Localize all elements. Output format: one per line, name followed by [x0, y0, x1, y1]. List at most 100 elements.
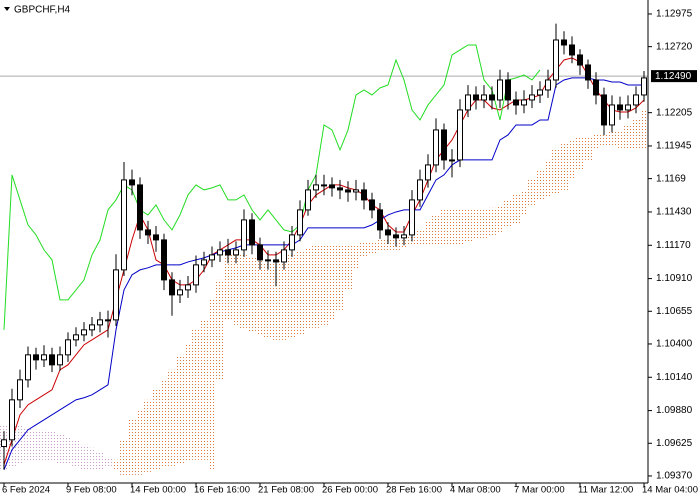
cloud: [104, 457, 112, 468]
candle-body: [481, 94, 487, 101]
cloud: [488, 207, 496, 235]
plot-area: [0, 23, 648, 475]
candle-body: [409, 199, 415, 236]
cloud: [328, 244, 336, 320]
candle-body: [265, 259, 271, 262]
cloud: [240, 254, 248, 330]
cloud: [88, 447, 96, 470]
cloud: [72, 439, 80, 468]
y-tick-label: 1.12720: [656, 41, 693, 52]
cloud: [200, 319, 208, 460]
candle-body: [281, 249, 287, 263]
candle-body: [129, 179, 135, 186]
cloud: [160, 379, 168, 468]
x-tick-label: 6 Feb 2024: [2, 485, 50, 496]
candle-body: [65, 339, 71, 356]
cloud: [136, 409, 144, 475]
candle-body: [377, 209, 383, 231]
candle-body: [449, 159, 455, 162]
cloud: [232, 249, 240, 325]
cloud: [424, 221, 432, 245]
candle-body: [81, 329, 87, 336]
x-tick-label: 4 Mar 08:00: [450, 485, 501, 496]
cloud: [48, 431, 56, 462]
cloud: [128, 419, 136, 475]
cloud: [64, 437, 72, 465]
cloud: [248, 257, 256, 332]
candle-body: [273, 259, 279, 263]
cloud: [384, 239, 392, 250]
cloud: [416, 229, 424, 245]
cloud: [592, 134, 600, 150]
cloud: [272, 259, 280, 340]
cloud: [464, 209, 472, 243]
cloud: [480, 209, 488, 238]
cloud: [632, 117, 640, 150]
cloud: [152, 389, 160, 470]
candle-body: [337, 187, 343, 191]
current-price-box: [651, 70, 697, 83]
candle-body: [593, 79, 599, 96]
candle-body: [505, 79, 511, 101]
candle-body: [289, 234, 295, 251]
cloud: [304, 247, 312, 330]
candle-body: [233, 249, 239, 256]
cloud: [264, 261, 272, 338]
candle-body: [489, 94, 495, 101]
candle-body: [9, 399, 15, 441]
candle-body: [633, 94, 639, 106]
cloud: [544, 159, 552, 198]
candle-body: [361, 189, 367, 201]
cloud: [184, 344, 192, 462]
y-tick-label: 1.11430: [656, 207, 692, 218]
x-tick-label: 7 Mar 00:00: [514, 485, 565, 496]
candle-body: [17, 379, 23, 401]
cloud: [624, 124, 632, 150]
cloud: [512, 194, 520, 225]
candle-body: [457, 109, 463, 161]
cloud: [472, 209, 480, 240]
cloud: [40, 429, 48, 460]
candle-body: [169, 279, 175, 296]
y-tick-label: 1.11170: [656, 240, 691, 251]
candle-body: [225, 249, 231, 256]
cloud: [584, 135, 592, 160]
cloud: [144, 399, 152, 472]
y-tick-label: 1.10655: [656, 306, 693, 317]
cloud: [496, 204, 504, 232]
candle-body: [57, 354, 63, 366]
indicator-line: [3, 77, 644, 470]
candle-body: [585, 64, 591, 81]
cloud: [96, 451, 104, 470]
symbol-menu-icon: [4, 7, 10, 11]
candle-body: [305, 189, 311, 211]
candle-body: [617, 104, 623, 111]
cloud: [616, 129, 624, 148]
candle-body: [217, 249, 223, 256]
candle-body: [521, 99, 527, 106]
candle-body: [497, 79, 503, 101]
candle-body: [465, 94, 471, 111]
x-tick-label: 26 Feb 00:00: [322, 485, 378, 496]
candle-body: [257, 244, 263, 261]
candle-body: [537, 89, 543, 96]
cloud: [280, 257, 288, 340]
x-tick-label: 14 Mar 04:00: [642, 485, 698, 496]
cloud: [80, 444, 88, 470]
candle-body: [297, 209, 303, 236]
candle-body: [609, 104, 615, 126]
candle-body: [25, 354, 31, 381]
cloud: [224, 254, 232, 320]
candle-body: [561, 39, 567, 46]
x-tick-label: 11 Mar 12:00: [578, 485, 633, 496]
candle-body: [577, 54, 583, 66]
cloud: [568, 139, 576, 180]
cloud: [320, 244, 328, 325]
x-tick-label: 28 Feb 16:00: [386, 485, 442, 496]
candle-body: [545, 79, 551, 91]
cloud: [608, 131, 616, 145]
candle-body: [393, 234, 399, 239]
candle-body: [33, 354, 39, 361]
candle-body: [73, 334, 79, 341]
